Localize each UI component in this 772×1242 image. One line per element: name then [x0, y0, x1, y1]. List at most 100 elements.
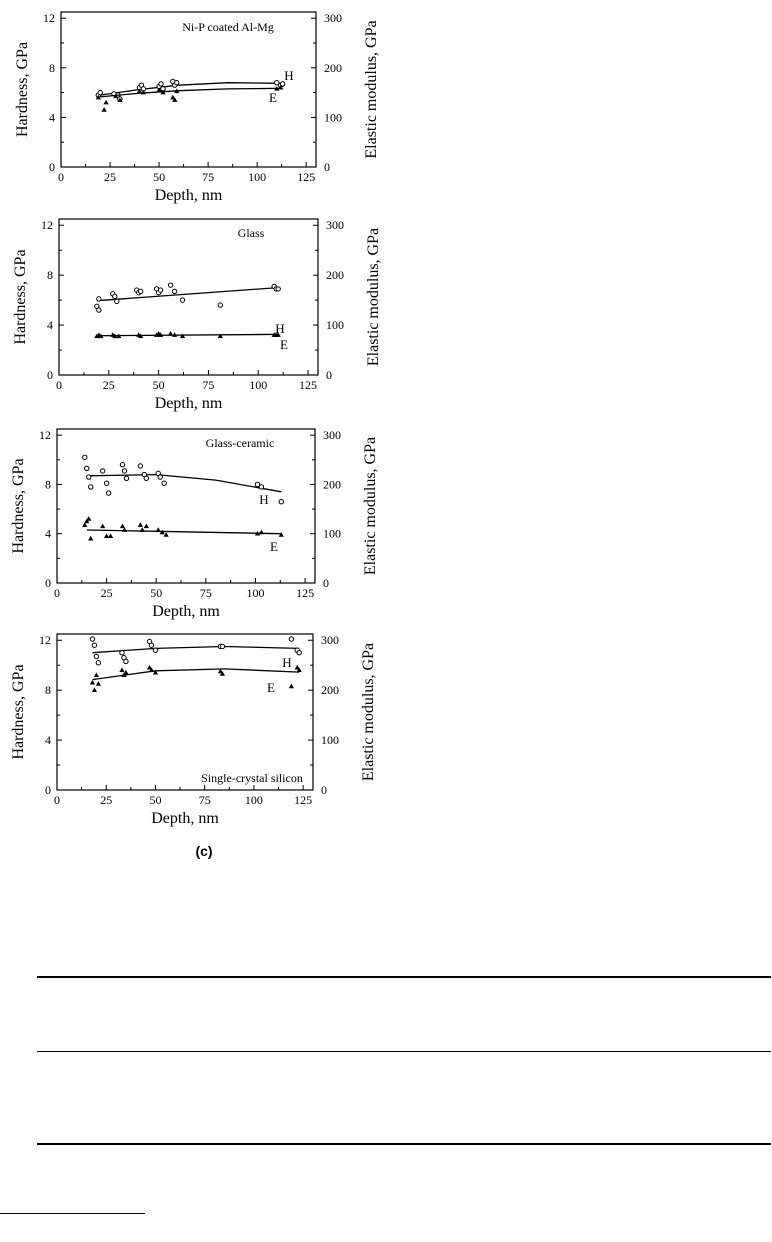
- chart3-point-e: [163, 532, 169, 537]
- chart3-title: Glass-ceramic: [206, 436, 275, 450]
- chart3-point-h: [105, 490, 112, 496]
- chart3-point-h: [258, 484, 265, 490]
- chart2-point-h: [171, 288, 178, 295]
- chart4-y-tick-label: 12: [39, 633, 51, 647]
- chart1-point-e: [103, 99, 109, 105]
- chart1-point-e: [160, 89, 166, 95]
- chart3-x-tick-label: 100: [246, 586, 264, 600]
- chart3-point-e: [86, 516, 92, 521]
- chart3-y2-tick-label: 300: [323, 428, 341, 442]
- chart2-y2-tick-label: 300: [326, 218, 344, 232]
- chart1-point-e: [101, 107, 107, 112]
- chart2-point-e: [217, 333, 223, 339]
- chart2-y2-axis-label: Elastic modulus, GPa: [365, 228, 382, 366]
- chart1-y2-tick-label: 200: [324, 61, 342, 75]
- chart4-x-tick-label: 25: [100, 793, 112, 807]
- chart1-point-h: [274, 79, 280, 86]
- chart2-x-tick-label: 0: [56, 378, 62, 392]
- chart4-point-h: [148, 642, 155, 648]
- chart2-point-e: [179, 333, 186, 339]
- chart1-x-tick-label: 75: [202, 170, 214, 184]
- chart4-title: Single-crystal silicon: [201, 771, 303, 785]
- table-mid-rule: [37, 1051, 771, 1052]
- chart3-y-tick-label: 4: [45, 527, 51, 541]
- chart1-point-e: [278, 84, 284, 90]
- chart4-y-tick-label: 8: [45, 683, 51, 697]
- chart1-point-e: [174, 88, 180, 94]
- chart4-point-e: [294, 664, 300, 670]
- chart1-y-axis-label: Hardness, GPa: [14, 42, 31, 137]
- chart3-point-h: [99, 468, 106, 474]
- chart3-point-e: [278, 532, 284, 537]
- chart4-point-e: [123, 669, 129, 675]
- chart1-point-h: [158, 81, 164, 87]
- chart4-point-h: [219, 643, 226, 650]
- chart4-x-tick-label: 0: [54, 793, 60, 807]
- chart1-y-tick-label: 12: [43, 11, 55, 25]
- chart2-x-tick-label: 100: [249, 378, 267, 392]
- chart1-point-h: [279, 81, 286, 87]
- chart1-point-h: [174, 79, 180, 86]
- chart1-plot-frame: [60, 11, 317, 168]
- chart2-title: Glass: [238, 226, 265, 240]
- chart3-point-e: [159, 529, 165, 535]
- chart3-y-tick-label: 0: [45, 576, 51, 590]
- chart4-point-e: [217, 668, 224, 674]
- chart2-series-label-e: E: [280, 337, 288, 352]
- chart4-point-h: [119, 650, 125, 656]
- chart4-point-e: [89, 679, 96, 685]
- chart1-y2-tick-label: 100: [324, 110, 342, 124]
- chart1-point-e: [274, 86, 280, 91]
- chart2-point-e: [167, 331, 174, 336]
- chart1-y2-tick-label: 300: [324, 11, 342, 25]
- chart3-point-h: [123, 475, 130, 481]
- chart3-point-h: [137, 463, 144, 469]
- chart4-y2-tick-label: 300: [321, 633, 339, 647]
- chart2-point-h: [96, 296, 102, 302]
- chart4-point-e: [95, 681, 101, 686]
- chart1-fit-line-h: [100, 82, 281, 96]
- chart1-point-e: [117, 97, 123, 102]
- chart4-point-h: [123, 658, 129, 665]
- chart3-y2-tick-label: 200: [323, 477, 341, 491]
- chart2-point-h: [96, 307, 102, 313]
- chart3-point-e: [104, 533, 110, 538]
- chart3-point-h: [82, 454, 88, 461]
- chart1-y-tick-label: 8: [49, 61, 55, 75]
- table-top-rule: [37, 976, 771, 978]
- chart4-y2-tick-label: 0: [321, 783, 327, 797]
- chart3-point-e: [82, 522, 88, 527]
- chart4-series-label-h: H: [282, 655, 291, 670]
- chart3-point-e: [254, 530, 261, 536]
- chart4-point-e: [219, 671, 226, 676]
- chart1-y-tick-label: 4: [49, 110, 55, 124]
- chart4-y2-axis-label: Elastic modulus, GPa: [360, 643, 377, 781]
- chart3-point-h: [103, 480, 110, 486]
- chart2-fit-line-e: [96, 333, 279, 337]
- chart3-x-tick-label: 125: [296, 586, 314, 600]
- chart4-point-e: [91, 687, 98, 692]
- chart2-y2-tick-label: 200: [326, 268, 344, 282]
- chart4-point-e: [119, 667, 125, 672]
- chart2-point-e: [158, 332, 164, 337]
- chart3-point-e: [88, 535, 94, 541]
- chart3-y-tick-label: 8: [45, 477, 51, 491]
- chart2-point-h: [112, 293, 118, 300]
- chart3-x-tick-label: 50: [150, 586, 162, 600]
- chart1-point-e: [136, 88, 143, 94]
- chart3-point-h: [88, 484, 94, 490]
- figure-label: (c): [195, 843, 213, 859]
- chart3-x-tick-label: 25: [101, 586, 113, 600]
- chart1-x-tick-label: 100: [248, 170, 266, 184]
- chart3-fit-line-h: [86, 473, 282, 493]
- chart2-series-label-h: H: [275, 321, 284, 336]
- chart3-point-h: [84, 465, 90, 472]
- chart4-point-h: [95, 660, 102, 666]
- chart2-point-e: [112, 333, 118, 339]
- chart4-point-e: [148, 667, 155, 672]
- chart2-y-tick-label: 8: [47, 268, 53, 282]
- chart4-point-h: [296, 650, 302, 656]
- chart2-point-e: [171, 332, 178, 337]
- chart3-point-e: [155, 527, 161, 532]
